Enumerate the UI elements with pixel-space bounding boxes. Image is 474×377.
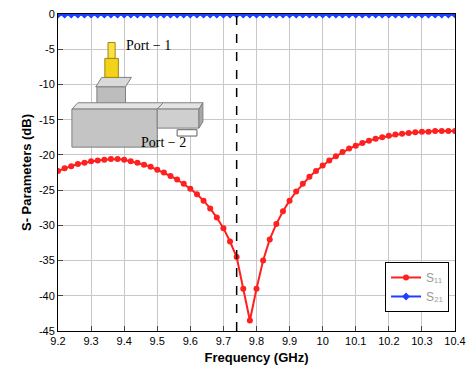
svg-text:9.9: 9.9 bbox=[282, 335, 297, 347]
svg-text:Port − 1: Port − 1 bbox=[126, 38, 171, 53]
svg-text:10.1: 10.1 bbox=[345, 335, 366, 347]
svg-text:S₂₁: S₂₁ bbox=[426, 290, 443, 304]
svg-text:-30: -30 bbox=[39, 219, 55, 231]
svg-text:Port − 2: Port − 2 bbox=[141, 135, 186, 150]
svg-text:10.4: 10.4 bbox=[444, 335, 465, 347]
svg-text:10: 10 bbox=[317, 335, 329, 347]
svg-text:0: 0 bbox=[49, 8, 55, 20]
svg-text:9.3: 9.3 bbox=[83, 335, 98, 347]
svg-text:-5: -5 bbox=[45, 43, 55, 55]
svg-text:9.6: 9.6 bbox=[183, 335, 198, 347]
svg-text:-35: -35 bbox=[39, 254, 55, 266]
svg-text:S₁₁: S₁₁ bbox=[426, 271, 442, 285]
svg-text:9.8: 9.8 bbox=[249, 335, 264, 347]
svg-text:10.2: 10.2 bbox=[378, 335, 399, 347]
svg-text:10.3: 10.3 bbox=[411, 335, 432, 347]
svg-text:-25: -25 bbox=[39, 184, 55, 196]
svg-text:-15: -15 bbox=[39, 114, 55, 126]
svg-text:-40: -40 bbox=[39, 290, 55, 302]
svg-text:9.2: 9.2 bbox=[50, 335, 65, 347]
svg-text:9.4: 9.4 bbox=[117, 335, 132, 347]
svg-text:-10: -10 bbox=[39, 78, 55, 90]
svg-text:Frequency (GHz): Frequency (GHz) bbox=[204, 350, 308, 365]
svg-text:S- Parameters (dB): S- Parameters (dB) bbox=[19, 114, 34, 231]
svg-text:9.5: 9.5 bbox=[150, 335, 165, 347]
svg-text:-45: -45 bbox=[39, 325, 55, 337]
svg-text:-20: -20 bbox=[39, 149, 55, 161]
svg-text:9.7: 9.7 bbox=[216, 335, 231, 347]
